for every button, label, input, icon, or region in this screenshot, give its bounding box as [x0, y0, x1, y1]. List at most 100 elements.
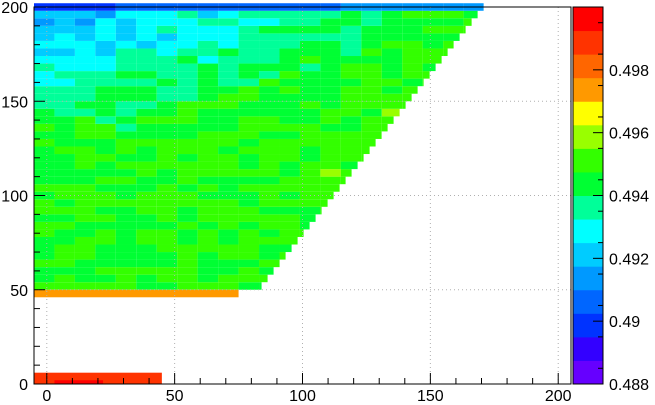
- heatmap-cell: [381, 33, 403, 41]
- heatmap-cell: [54, 40, 75, 49]
- heatmap-cell: [238, 93, 260, 102]
- heatmap-cell: [177, 154, 198, 162]
- heatmap-cell: [320, 40, 341, 49]
- heatmap-cell: [381, 93, 403, 102]
- heatmap-cell: [177, 184, 198, 192]
- heatmap-cell: [34, 184, 55, 192]
- heatmap-cell: [218, 101, 239, 109]
- heatmap-cell: [54, 33, 75, 41]
- heatmap-cell: [238, 191, 260, 200]
- heatmap-cell: [381, 18, 403, 26]
- heatmap-cell: [320, 123, 341, 132]
- heatmap-cell: [115, 101, 137, 109]
- heatmap-cell: [156, 161, 178, 170]
- heatmap-cell: [279, 154, 300, 162]
- heatmap-cell: [136, 40, 157, 49]
- heatmap-cell: [218, 131, 239, 139]
- heatmap-cell: [320, 56, 341, 64]
- heatmap-cell: [259, 184, 280, 192]
- heatmap-cell: [156, 10, 178, 19]
- x-tick-label: 150: [417, 388, 444, 405]
- heatmap-cell: [95, 86, 116, 94]
- heatmap-cell: [279, 199, 300, 207]
- heatmap-cell: [299, 48, 321, 57]
- heatmap-cell: [218, 184, 239, 192]
- heatmap-cell: [259, 18, 280, 26]
- heatmap-cell: [443, 18, 464, 26]
- heatmap-cell: [136, 206, 157, 215]
- heatmap-cell: [177, 282, 198, 290]
- heatmap-cell: [115, 259, 137, 268]
- heatmap-cell: [34, 71, 55, 79]
- heatmap-cell: [115, 40, 137, 49]
- heatmap-cell: [54, 131, 75, 139]
- heatmap-cell: [34, 214, 55, 222]
- y-tick-label: 150: [1, 94, 28, 111]
- heatmap-cell: [381, 10, 403, 19]
- heatmap-cell: [340, 33, 362, 41]
- heatmap-cell: [340, 93, 362, 102]
- heatmap-cell: [95, 282, 116, 290]
- colorbar-tick-labels: 0.488 0.49 0.492 0.494 0.496 0.498: [609, 63, 649, 394]
- heatmap-cell: [320, 78, 341, 87]
- heatmap-cell: [156, 221, 178, 230]
- heatmap-cell: [238, 71, 260, 79]
- heatmap-cell: [320, 33, 341, 41]
- heatmap-cell: [320, 146, 341, 155]
- heatmap-cell: [34, 18, 55, 26]
- heatmap-cell: [156, 244, 178, 253]
- heatmap-cell: [238, 123, 260, 132]
- heatmap-cell: [259, 229, 280, 237]
- x-axis-ticks: [46, 373, 559, 384]
- heatmap-cell: [259, 40, 280, 49]
- colorbar-segment: [573, 219, 603, 244]
- heatmap-cell: [136, 154, 157, 162]
- heatmap-cell: [34, 259, 55, 268]
- heatmap-cell: [34, 10, 55, 19]
- heatmap-cell: [259, 56, 280, 64]
- heatmap-cell: [238, 184, 260, 192]
- heatmap-cell: [74, 25, 96, 34]
- heatmap-cell: [361, 56, 382, 64]
- heatmap-cell: [34, 221, 55, 230]
- heatmap-cell: [95, 252, 116, 260]
- heatmap-cell: [74, 131, 96, 139]
- heatmap-cell: [238, 138, 260, 147]
- heatmap-cell: [463, 25, 466, 34]
- heatmap-cell: [115, 244, 137, 253]
- heatmap-cell: [177, 33, 198, 41]
- heatmap-cell: [197, 146, 219, 155]
- heatmap-cell: [95, 229, 116, 237]
- heatmap-cell: [361, 18, 382, 26]
- heatmap-cell: [156, 108, 178, 117]
- heatmap-cell: [279, 191, 300, 200]
- heatmap-cell: [279, 138, 300, 147]
- heatmap-cell: [402, 10, 423, 19]
- heatmap-cell: [177, 71, 198, 79]
- heatmap-cell: [402, 101, 406, 109]
- heatmap-cell: [320, 63, 341, 72]
- heatmap-cell: [95, 116, 116, 124]
- heatmap-cell: [136, 146, 157, 155]
- heatmap-cell: [238, 206, 260, 215]
- heatmap-cell: [259, 78, 280, 87]
- heatmap-cell: [299, 116, 321, 124]
- heatmap-cell: [156, 116, 178, 124]
- heatmap-cell: [238, 48, 260, 57]
- heatmap-cell: [340, 71, 362, 79]
- heatmap-cell: [238, 161, 260, 170]
- heatmap-cell: [361, 101, 382, 109]
- heatmap-cell: [259, 63, 280, 72]
- heatmap-cell: [115, 236, 137, 245]
- heatmap-cell: [443, 40, 454, 49]
- heatmap-cell: [54, 116, 75, 124]
- heatmap-cell: [177, 267, 198, 275]
- heatmap-cell: [299, 176, 321, 185]
- heatmap-cell: [218, 86, 239, 94]
- colorbar-segment: [573, 30, 603, 55]
- heatmap-cell: [218, 123, 239, 132]
- x-tick-label: 100: [289, 388, 316, 405]
- heatmap-cell: [54, 229, 75, 237]
- heatmap-cell: [54, 108, 75, 117]
- heatmap-cell: [279, 40, 300, 49]
